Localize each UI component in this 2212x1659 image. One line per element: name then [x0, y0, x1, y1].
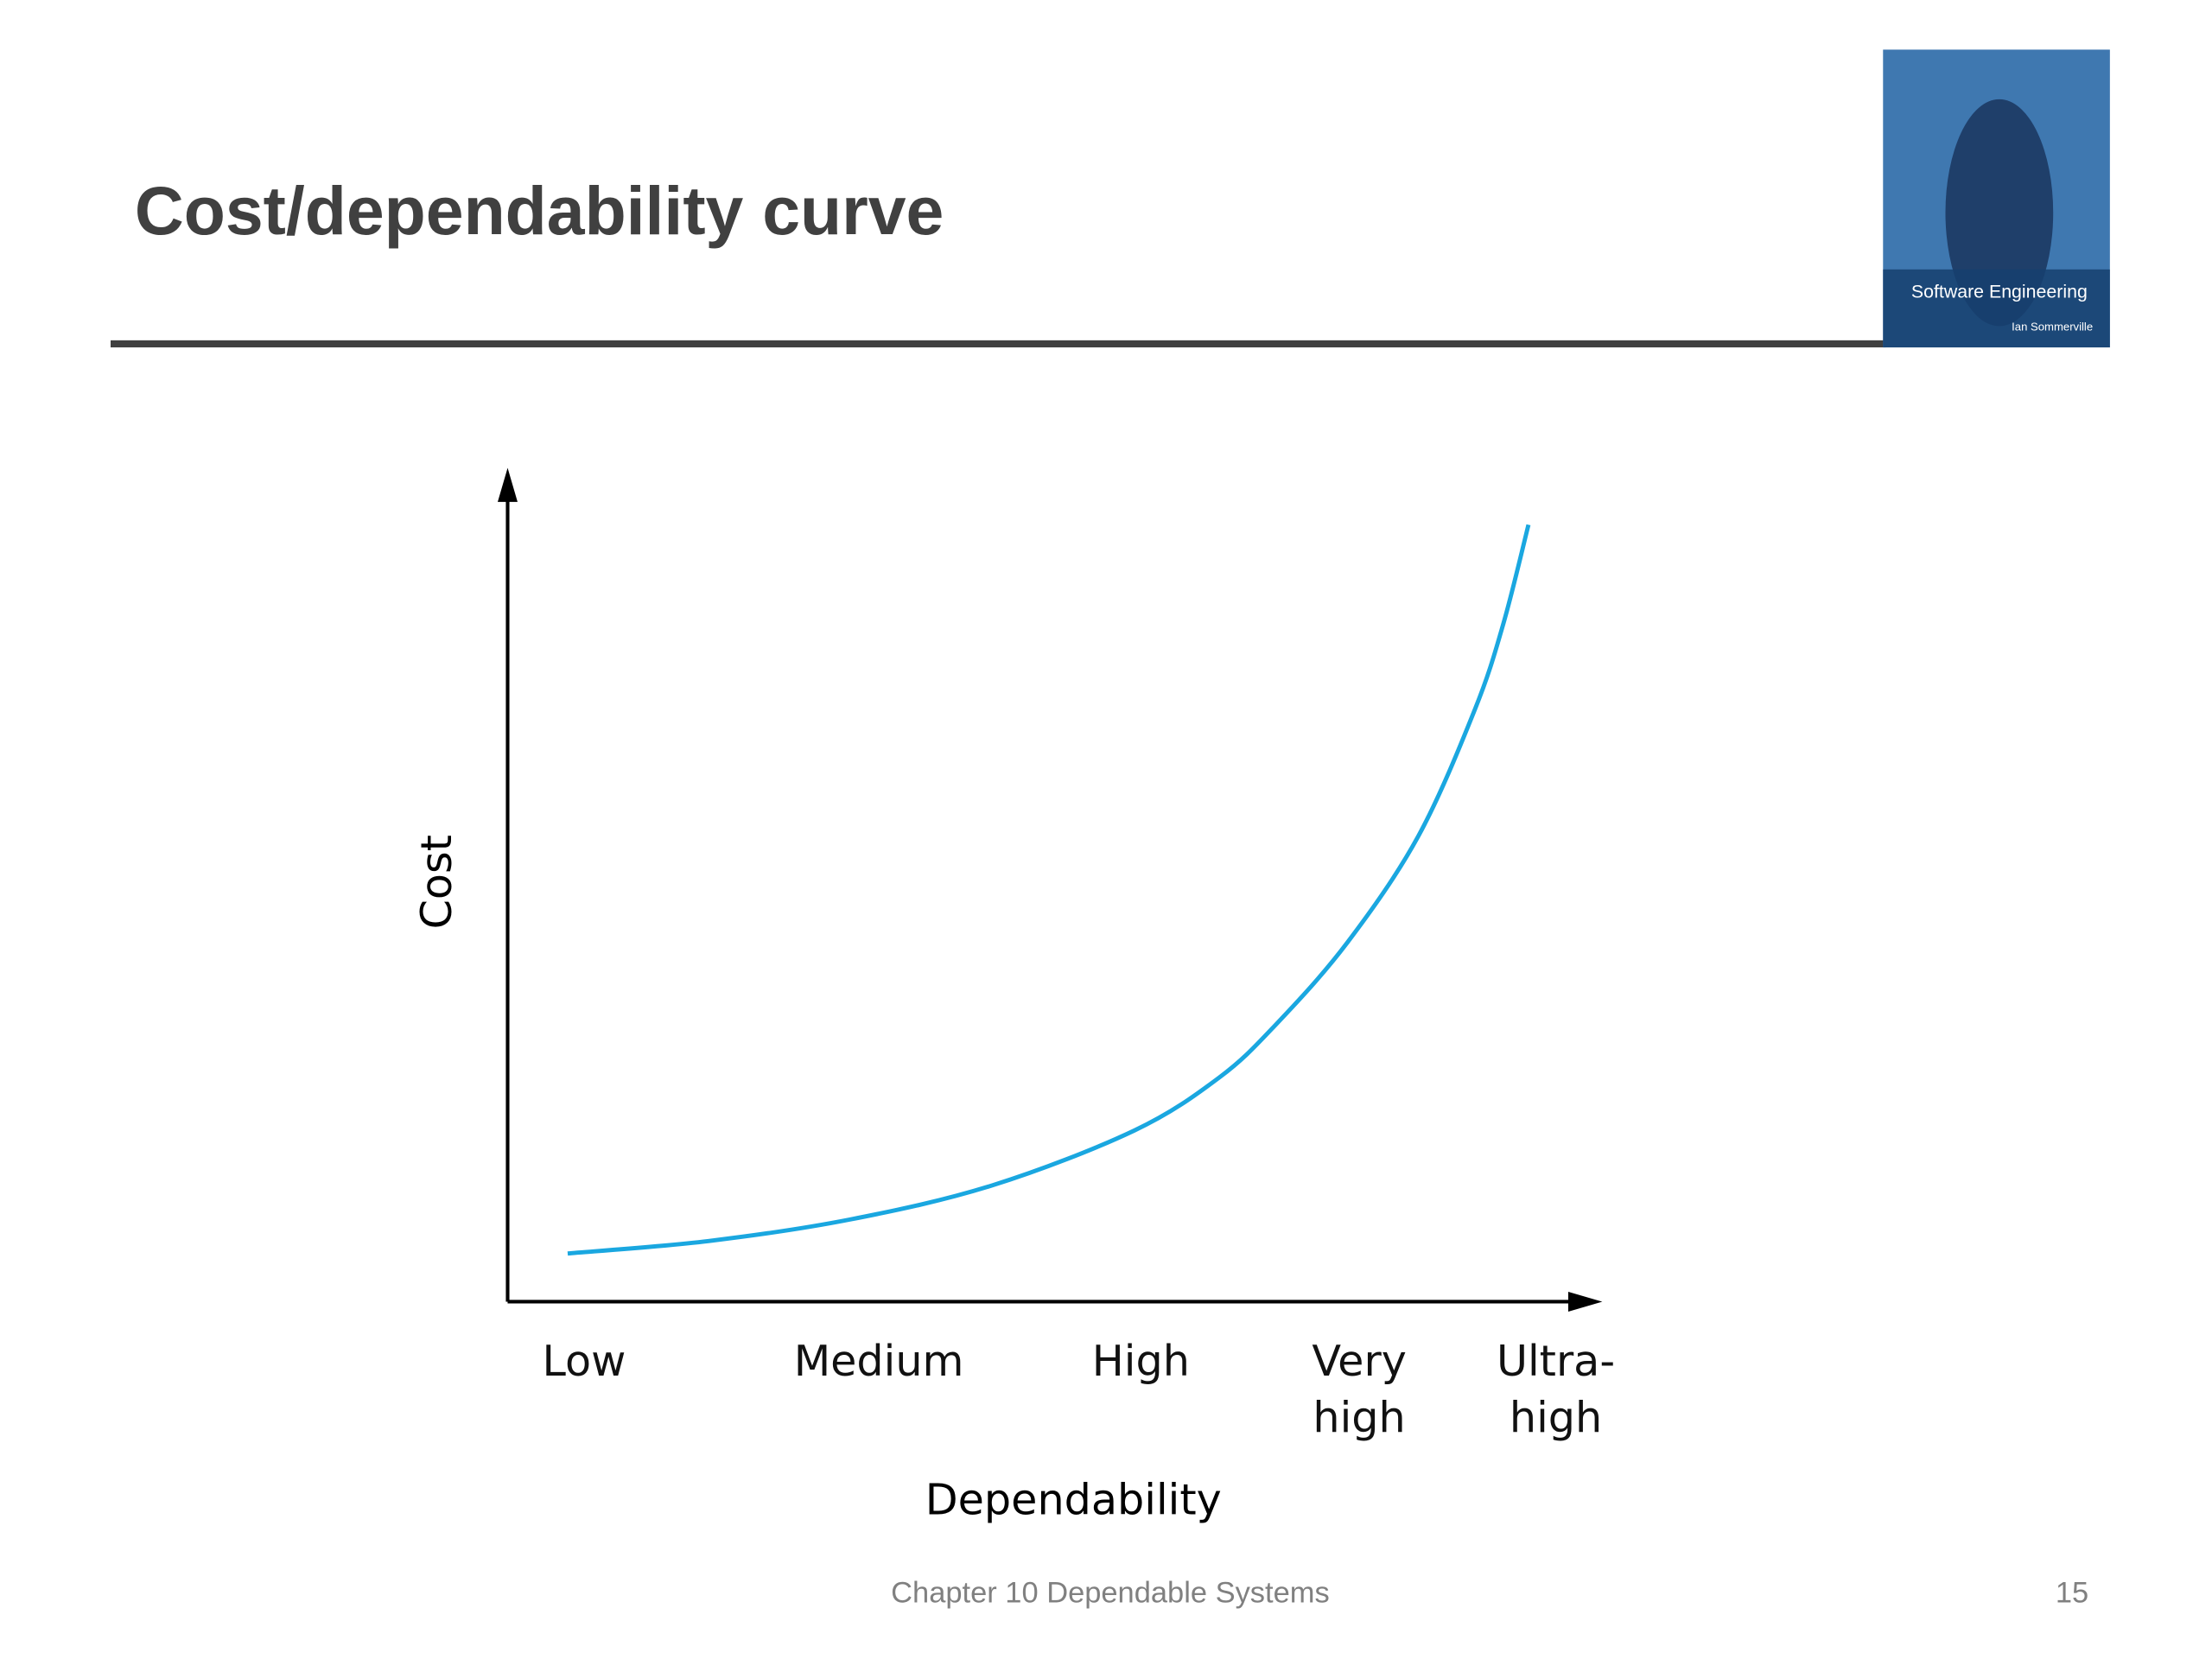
slide-title: Cost/dependability curve	[135, 173, 944, 249]
x-tick-label: Low	[542, 1336, 626, 1386]
x-tick-label: High	[1092, 1336, 1190, 1386]
cost-curve	[567, 524, 1531, 1256]
chart: Cost Dependability Low Medium High Very high…	[411, 467, 1615, 1525]
y-axis-arrow	[498, 467, 518, 502]
book-cover: Software Engineering Ian Sommerville	[1883, 49, 2110, 348]
x-tick-label: Ultra-high	[1497, 1336, 1615, 1443]
x-tick-label: Very high	[1312, 1336, 1407, 1443]
x-tick-label: Medium	[794, 1336, 964, 1386]
cover-title: Software Engineering	[1911, 282, 2088, 302]
cover-author: Ian Sommerville	[2012, 320, 2093, 333]
x-axis-label: Dependability	[925, 1475, 1222, 1525]
title-rule	[111, 340, 1886, 348]
page-number: 15	[2056, 1576, 2088, 1609]
y-axis-label: Cost	[411, 835, 461, 929]
footer-text: Chapter 10 Dependable Systems	[891, 1576, 1330, 1609]
cover-band	[1883, 269, 2110, 348]
x-axis-arrow	[1567, 1291, 1603, 1312]
